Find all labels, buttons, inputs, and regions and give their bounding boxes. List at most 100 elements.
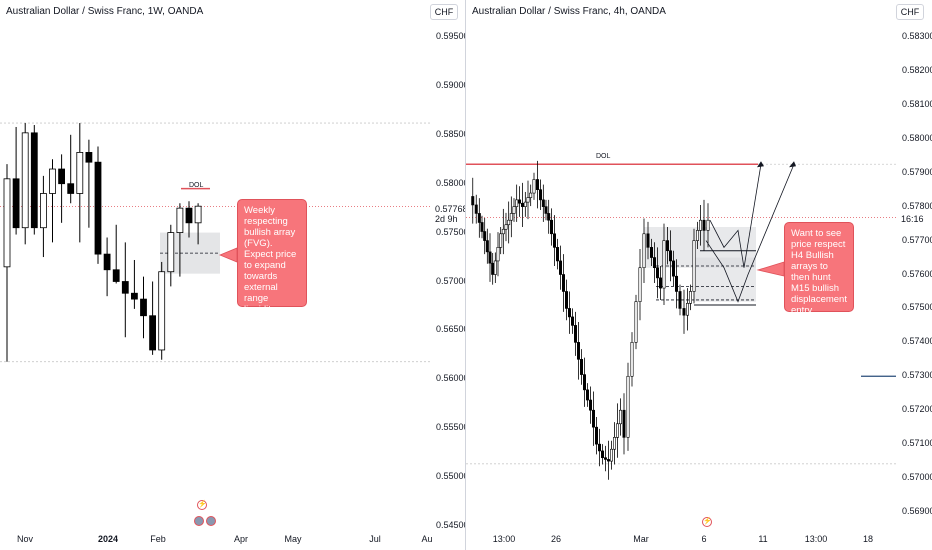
price-axis-label: 0.58300 <box>902 31 932 41</box>
price-axis-label: 0.58000 <box>436 177 466 188</box>
candle-body <box>577 342 581 360</box>
analysis-note[interactable]: Weekly respecting bullish array (FVG). E… <box>237 199 307 348</box>
flash-event-icon[interactable]: ⚡ <box>702 517 712 527</box>
projection-path <box>705 164 795 303</box>
time-axis-label: 26 <box>550 534 562 544</box>
candle-body <box>565 291 569 309</box>
candle-body <box>706 219 710 231</box>
candle-body <box>76 152 84 194</box>
candle-body <box>103 253 111 271</box>
candle-body <box>666 240 670 252</box>
price-axis-label: 0.55000 <box>436 471 466 482</box>
candle-body <box>568 308 572 318</box>
price-axis-label: 0.57500 <box>902 302 932 313</box>
price-axis-label: 0.56900 <box>902 506 932 516</box>
candle-body <box>689 291 693 304</box>
price-axis-label: 0.59000 <box>436 79 466 90</box>
time-axis-label: 18 <box>862 534 874 544</box>
candle-body <box>562 274 566 292</box>
candle-body <box>544 206 548 214</box>
candle-body <box>491 262 495 275</box>
candle-body <box>507 219 511 226</box>
candle-body <box>3 178 11 268</box>
candle-countdown: 16:16 <box>899 213 926 225</box>
price-axis-label: 0.57500 <box>436 226 466 237</box>
chart-title: Australian Dollar / Swiss Franc, 1W, OAN… <box>6 6 204 17</box>
candle-body <box>541 199 545 207</box>
candle-body <box>509 213 513 221</box>
candle-body <box>85 152 93 163</box>
candle-body <box>40 193 47 229</box>
candle-body <box>589 399 593 411</box>
candle-body <box>622 409 626 438</box>
analysis-note[interactable]: Want to see price respect H4 Bullish arr… <box>784 222 854 316</box>
candle-body <box>619 409 623 425</box>
flash-event-icon[interactable]: ⚡ <box>197 500 207 510</box>
note-pointer <box>218 247 238 263</box>
candle-body <box>682 308 686 316</box>
candle-body <box>678 291 682 309</box>
projection-arrowhead <box>757 161 764 168</box>
candle-body <box>672 260 676 277</box>
price-axis-label: 0.56500 <box>436 324 466 335</box>
chart-pane-weekly[interactable]: Australian Dollar / Swiss Franc, 1W, OAN… <box>0 0 466 550</box>
candle-body <box>480 222 484 232</box>
candle-body <box>650 247 654 258</box>
candle-body <box>607 459 611 462</box>
author-avatar[interactable] <box>194 516 204 526</box>
pane-divider[interactable] <box>465 0 466 550</box>
price-axis-label: 0.57900 <box>902 166 932 177</box>
projection-path <box>709 164 762 268</box>
candle-body <box>517 199 521 204</box>
price-axis-label: 0.57600 <box>902 268 932 279</box>
candle-body <box>30 132 38 229</box>
candle-countdown: 2d 9h <box>433 213 460 225</box>
price-axis-label: 0.58000 <box>902 132 932 143</box>
author-avatar[interactable] <box>206 516 216 526</box>
price-axis-label: 0.57700 <box>902 234 932 245</box>
candle-body <box>616 423 620 438</box>
currency-button[interactable]: CHF <box>430 4 458 20</box>
price-axis-label: 0.55500 <box>436 422 466 433</box>
candle-body <box>149 315 157 351</box>
note-pointer <box>756 261 785 277</box>
candle-body <box>702 219 706 231</box>
candle-body <box>474 204 478 214</box>
price-axis-label: 0.54500 <box>436 520 466 530</box>
candle-body <box>496 247 500 262</box>
candle-body <box>547 213 551 221</box>
candle-body <box>504 224 508 230</box>
projection-arrowhead <box>789 161 796 168</box>
4h-chart-canvas[interactable] <box>466 0 932 550</box>
candle-body <box>483 231 487 241</box>
weekly-chart-canvas[interactable] <box>0 0 466 550</box>
candle-body <box>653 257 657 269</box>
candle-body <box>669 250 673 262</box>
candle-body <box>646 233 650 248</box>
candle-body <box>696 230 700 241</box>
time-axis-label: Apr <box>233 534 249 544</box>
candle-body <box>512 206 516 214</box>
candle-body <box>185 207 193 224</box>
price-axis-label: 0.57000 <box>902 472 932 483</box>
candle-body <box>520 202 524 207</box>
current-price-label: 0.57768 <box>433 203 466 215</box>
time-axis-label: Au <box>421 534 433 544</box>
candle-body <box>692 240 696 292</box>
currency-button[interactable]: CHF <box>896 4 924 20</box>
dol-label: DOL <box>596 153 611 160</box>
candle-body <box>662 240 666 289</box>
time-axis-label: 13:00 <box>492 534 516 544</box>
candle-body <box>501 228 505 235</box>
price-axis-label: 0.57800 <box>902 200 932 211</box>
candle-body <box>536 179 540 190</box>
chart-title: Australian Dollar / Swiss Franc, 4h, OAN… <box>472 6 666 17</box>
price-axis-label: 0.57400 <box>902 336 932 347</box>
time-axis-label: Jul <box>369 534 381 544</box>
candle-body <box>595 426 599 445</box>
candle-body <box>610 448 614 462</box>
candle-body <box>67 183 75 194</box>
candle-body <box>604 457 608 460</box>
chart-pane-4h[interactable]: Australian Dollar / Swiss Franc, 4h, OAN… <box>466 0 932 550</box>
candle-body <box>477 213 481 223</box>
